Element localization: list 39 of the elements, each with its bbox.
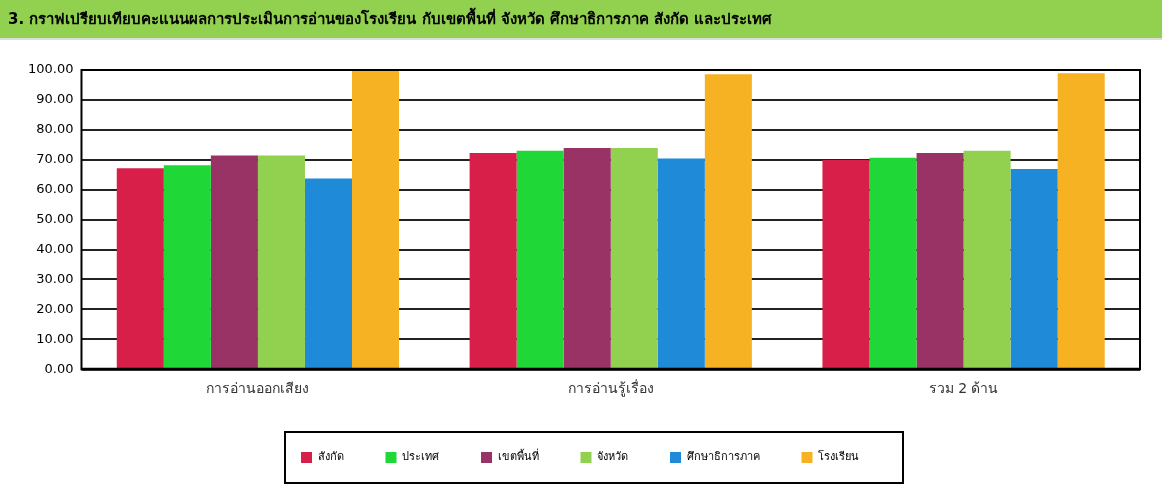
- x-tick-label: การอ่านรู้เรื่อง: [567, 379, 654, 398]
- legend-label: เขตพื้นที่: [497, 448, 539, 464]
- bar: [822, 160, 870, 369]
- bar: [657, 158, 705, 369]
- bar: [210, 155, 258, 369]
- y-tick-label: 40.00: [36, 240, 74, 256]
- bar: [469, 152, 517, 369]
- bar: [563, 148, 611, 369]
- legend-label: ศึกษาธิการภาค: [686, 450, 760, 464]
- legend-label: โรงเรียน: [818, 449, 859, 464]
- x-tick-label: รวม 2 ด้าน: [928, 380, 999, 397]
- legend-label: ประเทศ: [402, 450, 439, 464]
- bar: [116, 168, 164, 369]
- bar: [352, 70, 400, 369]
- y-tick-label: 10.00: [36, 330, 74, 346]
- legend-label: สังกัด: [317, 450, 344, 464]
- y-tick-label: 70.00: [36, 151, 74, 167]
- y-tick-label: 30.00: [36, 270, 74, 286]
- bar: [304, 178, 352, 369]
- chart-title: 3. กราฟเปรียบเทียบคะแนนผลการประเมินการอ่านของโรงเรียน กับเขตพื้นที่ จังหวัด ศึกษาธิการภาค สังกัด และประเทศ: [0, 0, 1162, 40]
- y-tick-label: 90.00: [36, 91, 74, 107]
- bar: [257, 155, 305, 369]
- bar: [963, 150, 1011, 369]
- bar: [1057, 73, 1105, 369]
- y-tick-label: 20.00: [36, 300, 74, 316]
- bar: [869, 157, 917, 369]
- bar: [1010, 169, 1058, 369]
- x-tick-label: การอ่านออกเสียง: [206, 380, 310, 397]
- bar: [916, 152, 964, 369]
- bar: [516, 150, 564, 369]
- y-tick-label: 100.00: [27, 61, 74, 77]
- y-tick-label: 0.00: [44, 360, 74, 376]
- y-tick-label: 60.00: [36, 181, 74, 197]
- legend-label: จังหวัด: [597, 450, 628, 464]
- y-tick-label: 80.00: [36, 121, 74, 137]
- bar: [610, 148, 658, 369]
- bar: [163, 165, 211, 369]
- y-tick-label: 50.00: [36, 210, 74, 226]
- bar: [704, 74, 752, 369]
